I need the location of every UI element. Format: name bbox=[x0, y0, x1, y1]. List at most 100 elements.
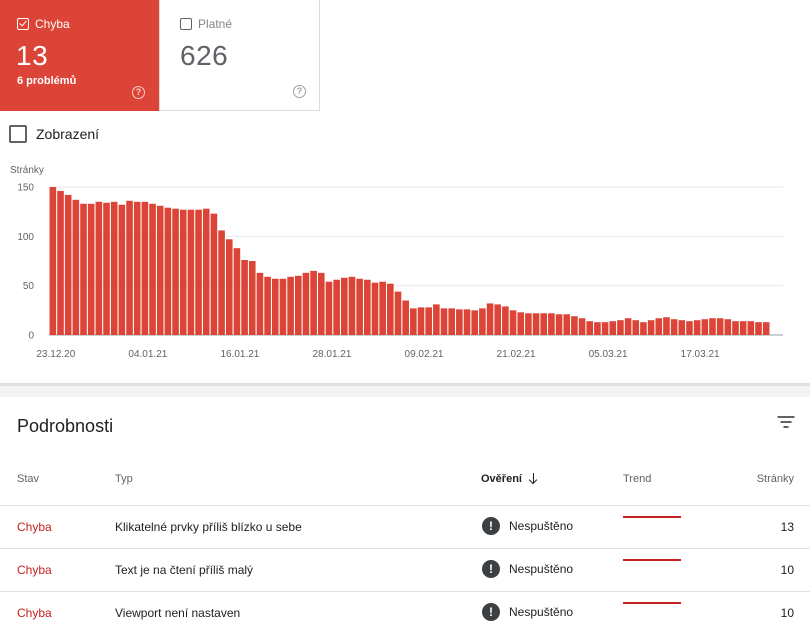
chart-bar[interactable] bbox=[80, 203, 87, 335]
chart-bar[interactable] bbox=[187, 209, 195, 335]
chart-bar[interactable] bbox=[678, 320, 686, 335]
chart-bar[interactable] bbox=[256, 272, 264, 335]
chart-bar[interactable] bbox=[210, 213, 218, 335]
chart-bar[interactable] bbox=[364, 279, 371, 335]
impressions-checkbox[interactable] bbox=[9, 125, 27, 143]
chart-bar[interactable] bbox=[686, 321, 693, 335]
chart-bar[interactable] bbox=[440, 308, 448, 335]
chart-bar[interactable] bbox=[164, 207, 172, 335]
chart-bar[interactable] bbox=[287, 276, 294, 335]
chart-bar[interactable] bbox=[325, 281, 333, 335]
chart-bar[interactable] bbox=[264, 276, 271, 335]
chart-bar[interactable] bbox=[755, 322, 762, 335]
chart-bar[interactable] bbox=[417, 307, 425, 335]
chart-bar[interactable] bbox=[141, 201, 149, 335]
chart-bar[interactable] bbox=[218, 230, 225, 335]
chart-bar[interactable] bbox=[225, 239, 233, 335]
chart-bar[interactable] bbox=[233, 248, 241, 335]
chart-bar[interactable] bbox=[479, 308, 486, 335]
chart-bar[interactable] bbox=[279, 278, 287, 335]
chart-bar[interactable] bbox=[578, 318, 586, 335]
chart-bar[interactable] bbox=[133, 201, 141, 335]
chart-bar[interactable] bbox=[517, 312, 525, 335]
valid-card[interactable]: Platné 626 ? bbox=[159, 0, 320, 111]
chart-bar[interactable] bbox=[525, 313, 532, 335]
chart-bar[interactable] bbox=[555, 314, 563, 335]
chart-bar[interactable] bbox=[302, 272, 310, 335]
chart-bar[interactable] bbox=[294, 275, 302, 335]
error-card[interactable]: Chyba 13 6 problémů ? bbox=[0, 0, 159, 111]
chart-bar[interactable] bbox=[693, 320, 701, 335]
chart-bar[interactable] bbox=[394, 291, 402, 335]
chart-bar[interactable] bbox=[471, 310, 478, 335]
chart-bar[interactable] bbox=[49, 187, 57, 335]
chart-bar[interactable] bbox=[433, 304, 440, 335]
chart-bar[interactable] bbox=[509, 310, 517, 335]
column-header-type[interactable]: Typ bbox=[115, 473, 133, 485]
chart-bar[interactable] bbox=[310, 270, 317, 335]
chart-bar[interactable] bbox=[202, 208, 210, 335]
help-icon[interactable]: ? bbox=[132, 86, 145, 99]
chart-bar[interactable] bbox=[156, 205, 164, 335]
chart-bar[interactable] bbox=[647, 320, 655, 335]
chart-bar[interactable] bbox=[739, 321, 747, 335]
chart-bar[interactable] bbox=[494, 304, 502, 335]
chart-bar[interactable] bbox=[617, 320, 624, 335]
chart-bar[interactable] bbox=[356, 278, 363, 335]
chart-bar[interactable] bbox=[402, 300, 409, 335]
chart-bar[interactable] bbox=[371, 282, 379, 335]
chart-bar[interactable] bbox=[241, 260, 248, 335]
chart-bar[interactable] bbox=[548, 313, 555, 335]
chart-bar[interactable] bbox=[732, 321, 739, 335]
table-row[interactable]: Chyba Klikatelné prvky příliš blízko u s… bbox=[0, 505, 810, 548]
chart-bar[interactable] bbox=[586, 321, 594, 335]
chart-bar[interactable] bbox=[348, 276, 356, 335]
chart-bar[interactable] bbox=[126, 200, 133, 335]
filter-icon[interactable] bbox=[777, 416, 794, 430]
chart-bar[interactable] bbox=[271, 278, 279, 335]
chart-bar[interactable] bbox=[341, 277, 348, 335]
chart-bar[interactable] bbox=[655, 318, 663, 335]
column-header-verification[interactable]: Ověření bbox=[481, 473, 539, 485]
chart-bar[interactable] bbox=[594, 322, 601, 335]
chart-bar[interactable] bbox=[95, 201, 103, 335]
chart-bar[interactable] bbox=[118, 204, 126, 335]
chart-bar[interactable] bbox=[540, 313, 548, 335]
chart-bar[interactable] bbox=[624, 318, 632, 335]
table-row[interactable]: Chyba Viewport není nastaven ! Nespuštěno… bbox=[0, 591, 810, 628]
chart-bar[interactable] bbox=[87, 203, 95, 335]
table-row[interactable]: Chyba Text je na čtení příliš malý ! Nesp… bbox=[0, 548, 810, 591]
chart-bar[interactable] bbox=[632, 320, 640, 335]
column-header-status[interactable]: Stav bbox=[17, 473, 40, 485]
chart-bar[interactable] bbox=[149, 203, 156, 335]
chart-bar[interactable] bbox=[609, 321, 617, 335]
chart-bar[interactable] bbox=[172, 208, 179, 335]
chart-bar[interactable] bbox=[456, 309, 463, 335]
chart-bar[interactable] bbox=[72, 199, 80, 335]
chart-bar[interactable] bbox=[425, 307, 432, 335]
chart-bar[interactable] bbox=[532, 313, 540, 335]
chart-bar[interactable] bbox=[709, 318, 716, 335]
chart-bar[interactable] bbox=[317, 272, 325, 335]
chart-bar[interactable] bbox=[179, 209, 187, 335]
impressions-toggle[interactable]: Zobrazení bbox=[9, 125, 99, 143]
chart-bar[interactable] bbox=[640, 322, 647, 335]
chart-bar[interactable] bbox=[410, 308, 417, 335]
chart-bar[interactable] bbox=[502, 306, 509, 335]
chart-bar[interactable] bbox=[248, 261, 256, 335]
chart-bar[interactable] bbox=[724, 319, 732, 335]
chart-bar[interactable] bbox=[571, 316, 578, 335]
chart-bar[interactable] bbox=[563, 314, 571, 335]
help-icon[interactable]: ? bbox=[293, 85, 306, 98]
chart-bar[interactable] bbox=[463, 309, 471, 335]
chart-bar[interactable] bbox=[195, 209, 202, 335]
chart-bar[interactable] bbox=[716, 318, 724, 335]
chart-bar[interactable] bbox=[64, 194, 72, 335]
chart-bar[interactable] bbox=[670, 319, 678, 335]
chart-bar[interactable] bbox=[387, 283, 394, 335]
chart-bar[interactable] bbox=[701, 319, 709, 335]
chart-bar[interactable] bbox=[601, 322, 609, 335]
column-header-pages[interactable]: Stránky bbox=[756, 473, 794, 485]
chart-bar[interactable] bbox=[762, 322, 770, 335]
chart-bar[interactable] bbox=[486, 303, 494, 335]
